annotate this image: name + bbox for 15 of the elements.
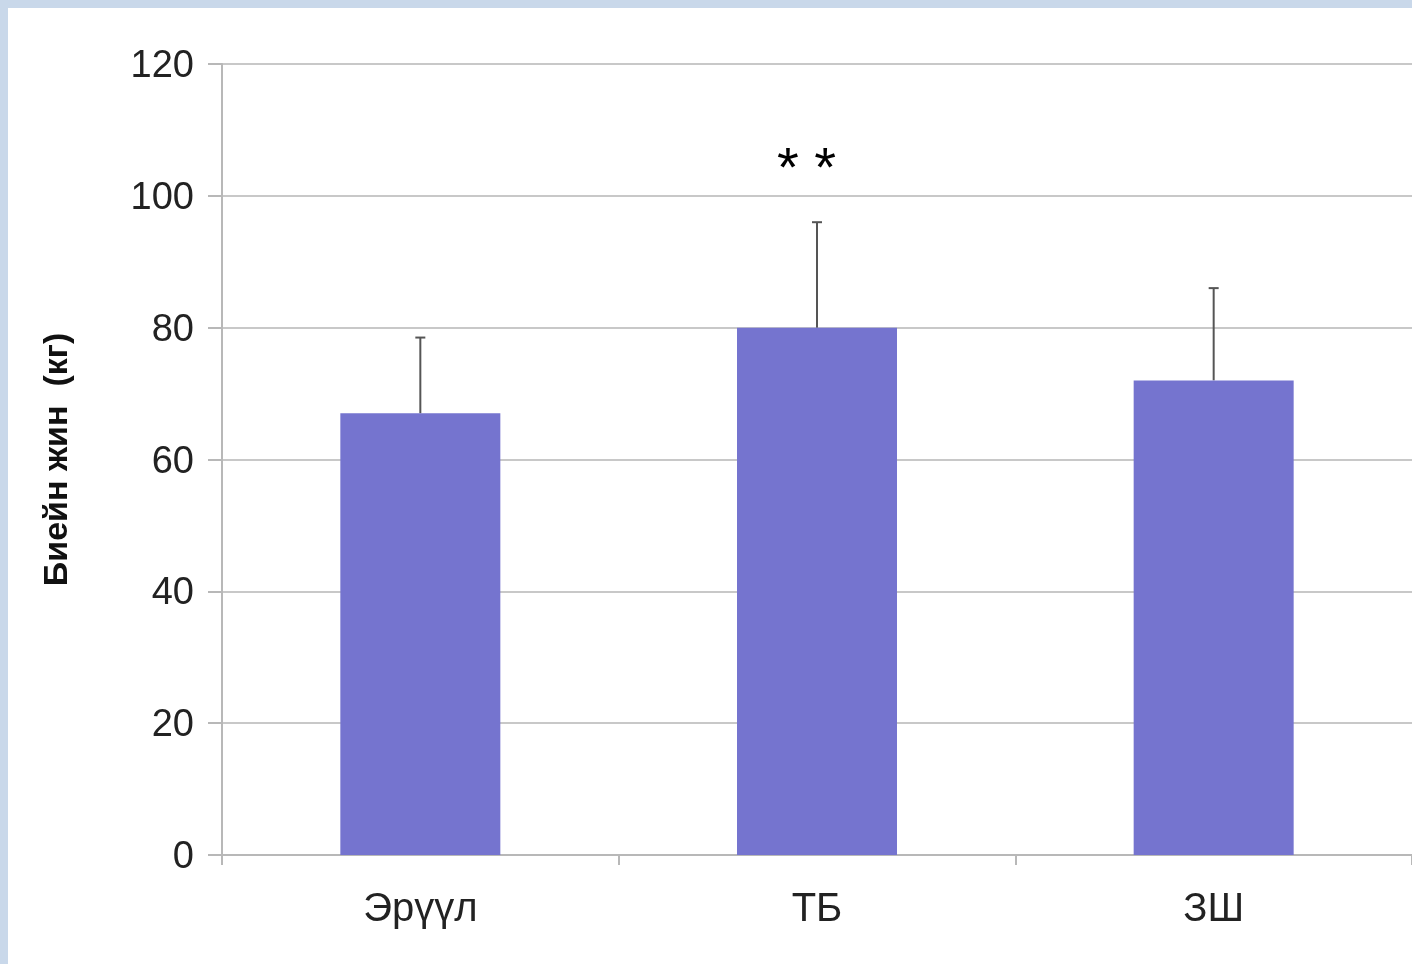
- y-tick-label: 0: [172, 834, 194, 876]
- y-tick-label: 80: [151, 306, 194, 349]
- y-tick-label: 40: [151, 570, 194, 613]
- annotation: * *: [777, 134, 837, 198]
- y-tick-label: 60: [151, 438, 194, 481]
- bar: [1133, 380, 1294, 855]
- y-axis-title: Биейн жин (кг): [36, 332, 74, 587]
- y-tick-label: 20: [151, 702, 194, 745]
- x-tick-label: ТБ: [791, 885, 843, 929]
- x-tick-label: Эрүүл: [363, 885, 478, 929]
- bar: [737, 327, 897, 855]
- x-tick-label: ЗШ: [1183, 885, 1245, 929]
- y-tick-label: 100: [130, 174, 194, 217]
- bar: [340, 413, 501, 855]
- y-tick-label: 120: [130, 43, 194, 85]
